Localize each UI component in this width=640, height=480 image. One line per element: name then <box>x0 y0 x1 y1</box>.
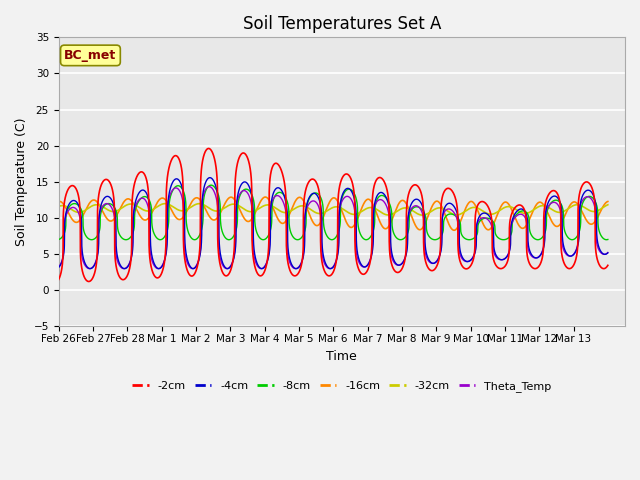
Legend: -2cm, -4cm, -8cm, -16cm, -32cm, Theta_Temp: -2cm, -4cm, -8cm, -16cm, -32cm, Theta_Te… <box>127 376 556 396</box>
Title: Soil Temperatures Set A: Soil Temperatures Set A <box>243 15 441 33</box>
X-axis label: Time: Time <box>326 349 357 363</box>
Text: BC_met: BC_met <box>64 49 116 62</box>
Y-axis label: Soil Temperature (C): Soil Temperature (C) <box>15 118 28 246</box>
